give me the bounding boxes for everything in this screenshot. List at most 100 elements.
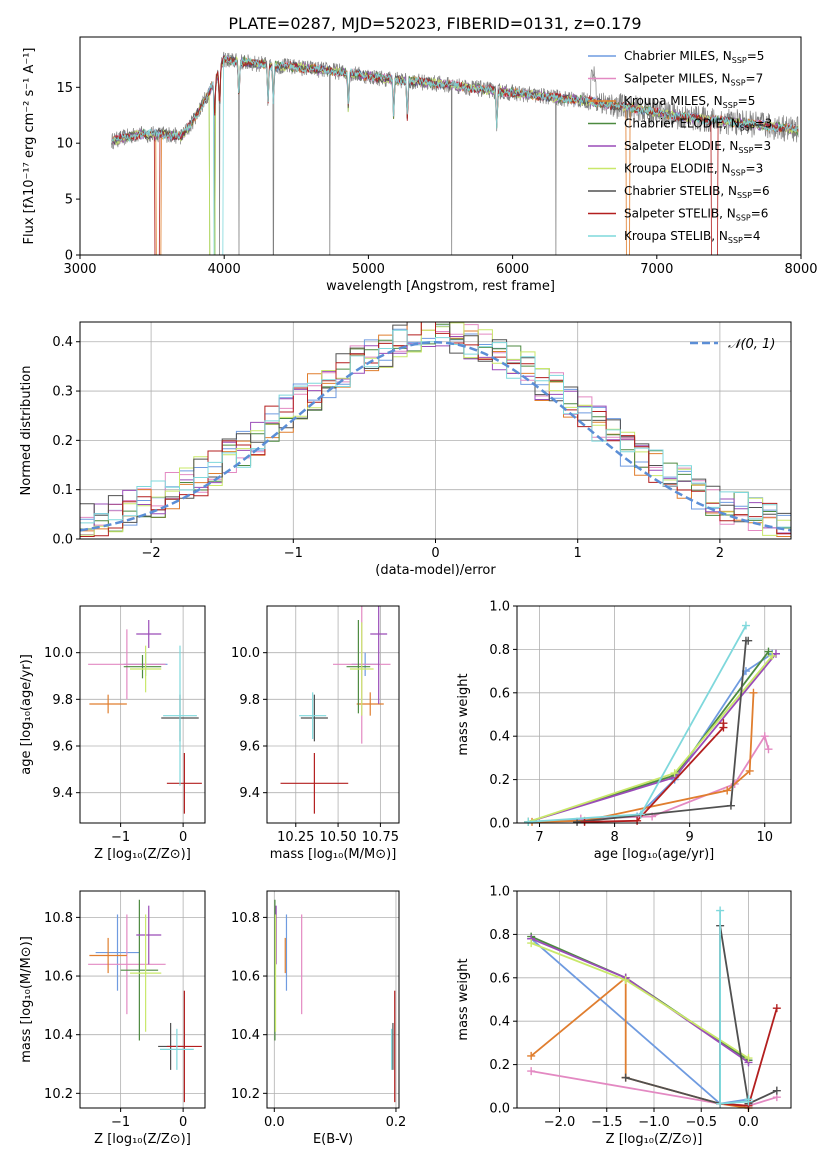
tick-label-x: 0.2 [386,1115,407,1130]
legend-sub: SSP [732,56,747,65]
axes-frame [266,605,400,824]
tick-label-x: 2 [716,546,724,561]
mass-weight-marker-chabrier_stelib [726,801,735,810]
residual-hist-chabrier_stelib [80,322,791,523]
panel-age-mass-weight: 7 8 9 10 0.0 0.2 0.4 0.6 0.8 1.0 age [log₁₀(age/yr… [456,600,792,862]
legend-label: Salpeter MILES, NSSP=7 [624,72,763,88]
tick-label-x: 6000 [496,262,529,277]
tick-label-x: 10.75 [362,830,399,845]
tick-label-y: 9.6 [239,740,260,755]
tick-label-y: 9.6 [52,740,73,755]
y-axis-label: Flux [fλ10⁻¹⁷ erg cm⁻² s⁻¹ A⁻¹] [22,48,37,245]
legend-text: Chabrier MILES, N [624,49,732,63]
legend-text: Salpeter ELODIE, N [624,139,738,153]
mass-weight-marker-kroupa_miles [723,786,732,795]
tick-label-x: 10 [756,830,773,845]
mass-weight-marker-salpeter_stelib [580,817,589,826]
mass-weight-marker-kroupa_stelib [524,817,533,826]
tick-label-y: 9.4 [52,786,73,801]
tick-label-y: 0.2 [489,1058,510,1073]
tick-label-y: 0.4 [52,335,73,350]
panel-mass-vs-age: 10.25 10.50 10.75 9.4 9.6 9.8 10.0 mass [log₁₀(… [231,605,400,862]
y-axis-label: mass [log₁₀(M/M⊙)] [19,936,34,1063]
tick-label-y: 0.3 [52,385,73,400]
tick-label-y: 9.4 [239,786,260,801]
tick-label-x: −1 [111,1115,130,1130]
legend-label: Chabrier ELODIE, NSSP=3 [624,117,772,133]
mass-weight-marker-chabrier_stelib [772,1086,781,1095]
legend-suffix: =7 [746,72,764,86]
mass-weight-marker-salpeter_stelib [719,719,728,728]
legend-sub: SSP [738,146,753,155]
axes-frame [79,890,206,1109]
model-spectrum-kroupa_stelib [111,56,799,255]
panel-ebv-vs-mass: 0.0 0.2 10.2 10.4 10.6 10.8 E(B-V) [231,890,407,1147]
mass-weight-line-kroupa_miles [531,692,755,823]
tick-label-y: 9.8 [52,693,73,708]
tick-label-y: 15 [56,81,73,96]
tick-label-x: 5000 [352,262,385,277]
axes-frame [79,36,802,256]
tick-label-y: 10.2 [44,1087,73,1102]
tick-label-x: 10.25 [277,830,314,845]
mass-weight-marker-kroupa_elodie [744,1054,753,1063]
legend-suffix: =6 [752,184,770,198]
mass-weight-marker-kroupa_stelib [636,810,645,819]
tick-label-x: 4000 [208,262,241,277]
x-axis-label: Z [log₁₀(Z/Z⊙)] [606,1132,703,1147]
legend-label: Kroupa MILES, NSSP=5 [624,94,755,110]
tick-label-x: 9 [686,830,694,845]
y-axis-label: Normed distribution [19,366,34,496]
tick-label-x: 7 [535,830,543,845]
mass-weight-marker-kroupa_stelib [744,1095,753,1104]
axes-frame [79,605,206,824]
legend-label: Kroupa STELIB, NSSP=4 [624,229,761,245]
legend-suffix: =3 [746,162,764,176]
x-axis-label: (data-model)/error [375,563,496,578]
tick-label-y: 0.6 [489,971,510,986]
residual-hist-chabrier_elodie [80,323,791,532]
tick-label-x: 8 [610,830,618,845]
legend-text: Kroupa ELODIE, N [624,162,731,176]
legend-sub: SSP [736,214,751,223]
tick-label-y: 0.4 [489,730,510,745]
legend-label: Kroupa ELODIE, NSSP=3 [624,162,763,178]
legend-suffix: =3 [753,139,771,153]
tick-label-x: 0.0 [738,1115,759,1130]
tick-label-x: 8000 [784,262,817,277]
tick-label-y: 0.4 [489,1015,510,1030]
mass-weight-marker-kroupa_stelib [716,906,725,915]
x-axis-label: Z [log₁₀(Z/Z⊙)] [94,847,191,862]
tick-label-y: 10.8 [231,911,260,926]
x-axis-label: mass [log₁₀(M/M⊙)] [270,847,397,862]
tick-label-y: 1.0 [489,600,510,615]
tick-label-y: 1.0 [489,885,510,900]
legend-sub: SSP [723,101,738,110]
legend-text: Chabrier ELODIE, N [624,117,740,131]
tick-label-x: −2 [142,546,161,561]
tick-label-x: −1.0 [638,1115,670,1130]
residual-hist-salpeter_elodie [80,336,791,536]
tick-label-y: 0.2 [489,773,510,788]
x-axis-label: wavelength [Angstrom, rest frame] [326,279,555,294]
tick-label-y: 0.2 [52,434,73,449]
panel-z-vs-age: −1 0 9.4 9.6 9.8 10.0 Z [log₁₀(Z/Z⊙)] age [log₁… [19,605,206,862]
tick-label-x: 0.0 [264,1115,285,1130]
legend-suffix: =3 [755,117,773,131]
mass-weight-marker-kroupa_stelib [741,621,750,630]
x-axis-label: E(B-V) [313,1132,353,1147]
tick-label-y: 0.0 [489,817,510,832]
tick-label-x: −1.5 [591,1115,623,1130]
tick-label-y: 10 [56,137,73,152]
tick-label-x: 0 [179,1115,187,1130]
mass-weight-line-kroupa_miles [530,975,749,1108]
tick-label-y: 0.6 [489,686,510,701]
mass-weight-line-salpeter_elodie [528,653,777,823]
tick-label-y: 0 [65,249,73,264]
figure-title: PLATE=0287, MJD=52023, FIBERID=0131, z=0… [228,14,641,33]
tick-label-x: 0 [431,546,439,561]
legend-label: Chabrier MILES, NSSP=5 [624,49,764,65]
mass-weight-line-salpeter_elodie [530,937,750,1064]
legend-suffix: =5 [738,94,756,108]
